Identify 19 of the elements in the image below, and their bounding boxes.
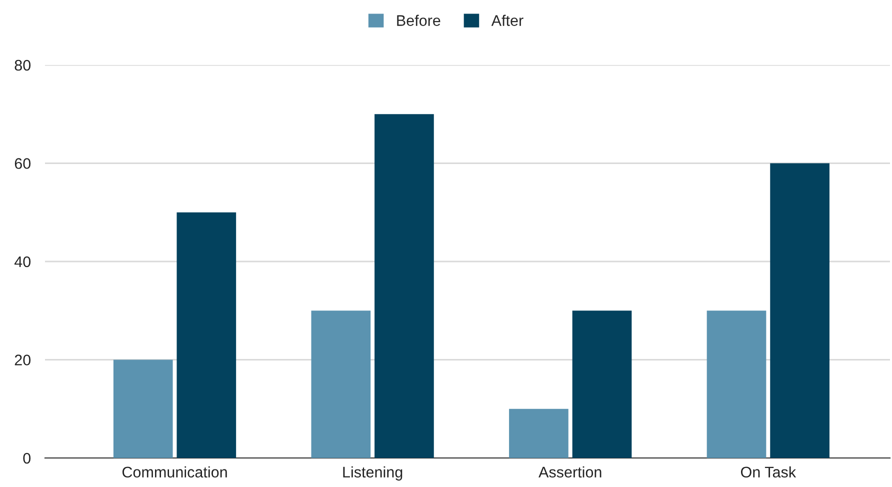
y-tick-label: 20 [14,354,31,366]
legend-label: Before [397,14,440,26]
y-tick-label: 0 [23,452,31,464]
x-tick-label: On Task [741,466,796,478]
bar [374,114,434,458]
bar [311,310,371,458]
bar [113,360,173,458]
y-tick-label: 60 [14,158,31,169]
bar [706,310,766,458]
x-tick-label: Communication [122,466,227,478]
y-tick-label: 80 [14,60,31,71]
x-tick-label: Listening [343,466,402,481]
bar [770,163,830,458]
x-tick-label: Assertion [538,466,602,478]
y-tick-label: 40 [14,256,31,268]
bar [509,408,568,458]
bar [176,212,236,458]
bar [572,310,632,458]
legend-label: After [491,14,524,26]
